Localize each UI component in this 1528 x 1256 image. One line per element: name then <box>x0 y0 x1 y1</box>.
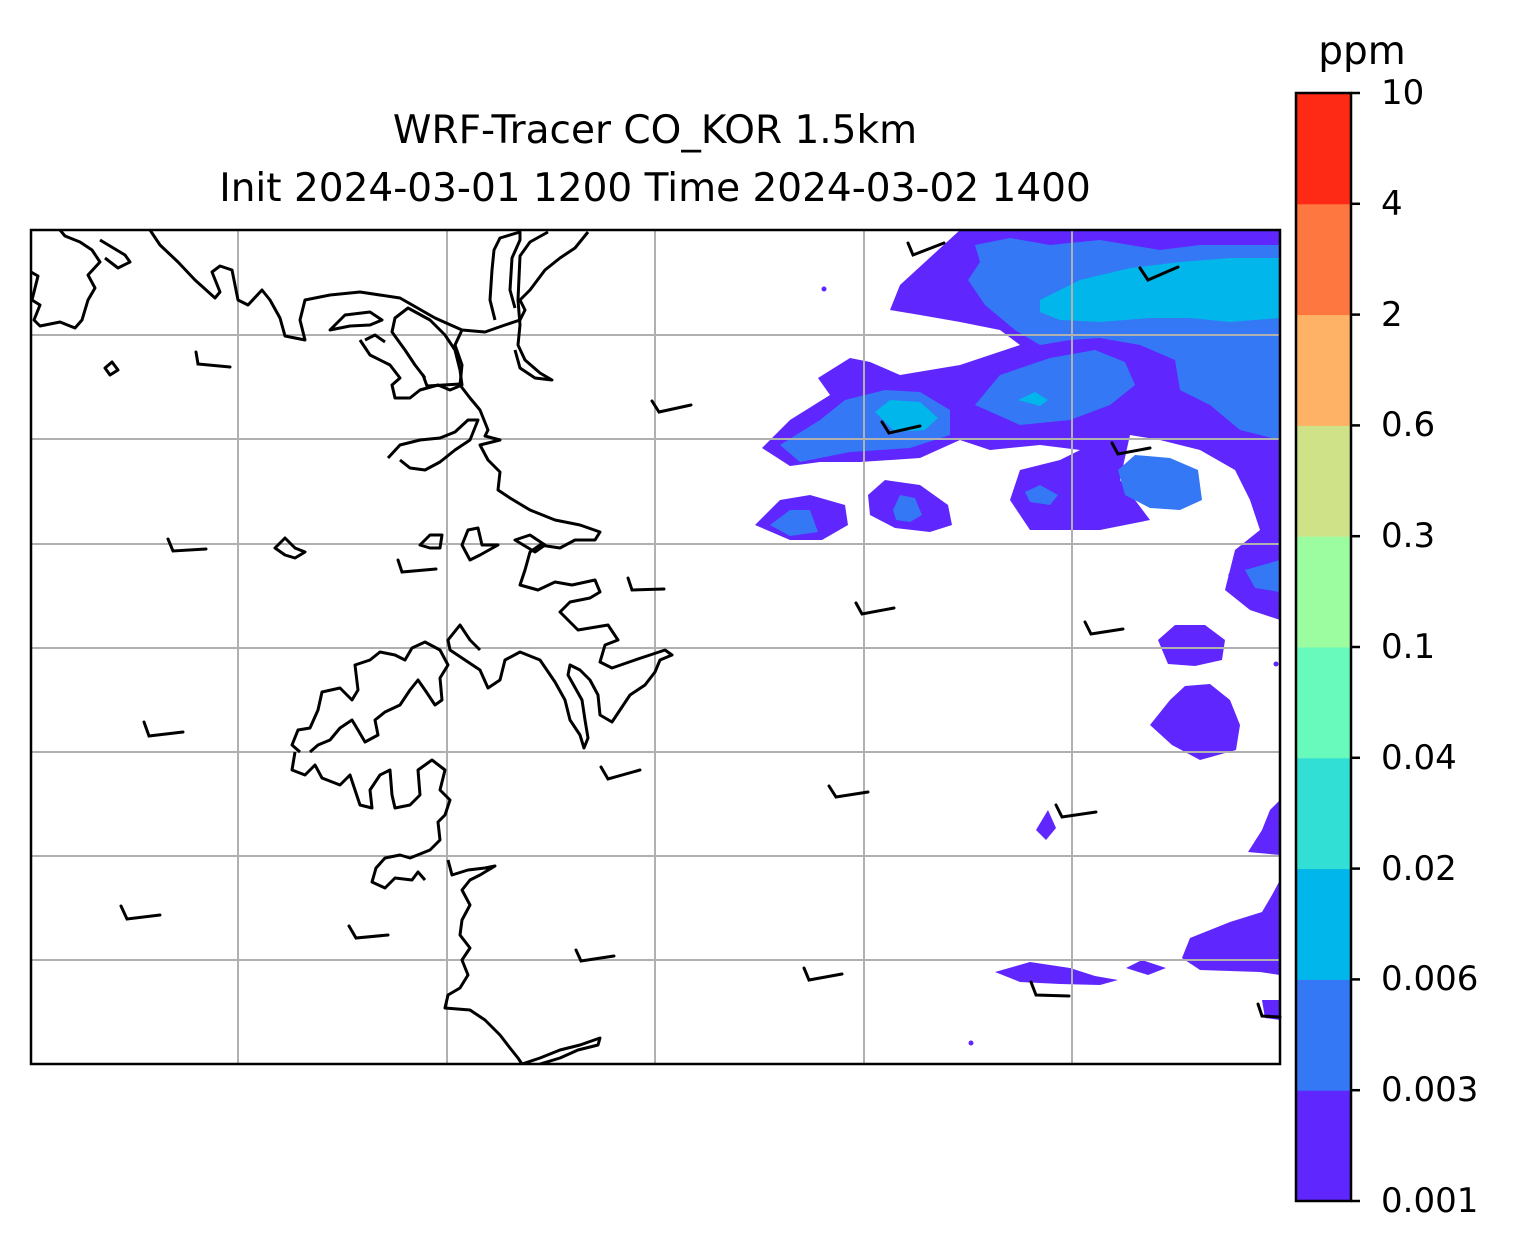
co-contour-0.006-a <box>875 400 938 432</box>
wind-barb <box>194 350 232 369</box>
wind-barb <box>880 420 922 435</box>
wind-barb <box>347 924 390 940</box>
co-contour-0.006-b <box>1018 392 1048 406</box>
map-frame <box>29 228 1282 1066</box>
colorbar-tick-label: 0.006 <box>1381 959 1479 1000</box>
colorbar-band <box>1296 979 1351 1091</box>
coastline-south-peninsula <box>290 640 450 754</box>
colorbar-tick-label: 0.6 <box>1381 405 1436 446</box>
co-contour-0.003-d <box>770 510 818 536</box>
wind-barb <box>1054 803 1098 819</box>
colorbar-unit-label: ppm <box>1318 29 1406 74</box>
wind-barb <box>802 966 844 982</box>
colorbar-band <box>1296 203 1351 316</box>
co-contour-0.003-h <box>1248 370 1280 420</box>
wind-barb <box>1110 441 1152 456</box>
wind-barb <box>854 601 896 616</box>
colorbar-tick-label: 0.001 <box>1381 1181 1479 1221</box>
coastline-south-2 <box>443 859 524 1064</box>
coastline-islet-5 <box>513 533 547 554</box>
wind-barb <box>827 784 870 799</box>
coastline-islet-2 <box>273 536 307 560</box>
co-contour-0.003-a <box>975 350 1135 425</box>
wind-barb <box>166 537 208 553</box>
coastline-island-loop <box>328 310 384 332</box>
wind-barb <box>1138 265 1180 282</box>
colorbar-tick-label: 0.1 <box>1381 627 1436 667</box>
colorbar-band <box>1296 536 1351 648</box>
colorbar-band <box>1296 647 1351 759</box>
co-contour-0.001-d <box>1150 684 1240 760</box>
co-contour-0.001-dot2 <box>968 1040 974 1046</box>
co-contour-0.003-c <box>1118 455 1202 510</box>
wind-barb <box>396 558 438 574</box>
co-contour-0.001-dot1 <box>821 286 827 292</box>
colorbar-ticks <box>1351 91 1360 1203</box>
co-contour-0.001-c <box>1158 625 1225 666</box>
colorbar-tick-label: 0.003 <box>1381 1070 1479 1111</box>
wind-barb <box>599 765 642 781</box>
co-contour-0.001-i <box>1036 810 1056 840</box>
coastline-islet-1 <box>103 360 120 377</box>
colorbar-tick-label: 0.04 <box>1381 737 1457 778</box>
co-contour-0.003-g <box>1245 560 1280 592</box>
wind-barb <box>142 720 185 738</box>
coastline-islet-3 <box>418 533 444 550</box>
co-contour-0.001-g <box>995 962 1118 985</box>
co-contour-0.001-h <box>1126 960 1166 975</box>
wind-barbs <box>119 241 1282 1019</box>
coastlines <box>31 230 674 1064</box>
coastline-west <box>446 329 674 750</box>
colorbar-band <box>1296 425 1351 537</box>
coastline-river-right <box>513 230 554 382</box>
coastline-main <box>148 230 590 342</box>
colorbar-band <box>1296 1090 1351 1202</box>
coastline-south-3 <box>521 1036 602 1064</box>
wind-barb <box>119 904 162 921</box>
colorbar-tick-label: 2 <box>1381 294 1403 335</box>
coastline-inner <box>358 306 464 400</box>
wind-barb <box>626 576 666 592</box>
colorbar-tick-label: 0.3 <box>1381 516 1436 557</box>
coastline-south-1 <box>290 751 452 890</box>
colorbar-band <box>1296 93 1351 205</box>
wind-barb <box>574 948 616 963</box>
coastline-river-left <box>488 230 522 321</box>
wind-barb <box>906 241 946 257</box>
wind-barb <box>1029 980 1071 998</box>
co-contour-0.006 <box>1040 258 1280 322</box>
co-contour-0.001-dot3 <box>1273 661 1279 667</box>
co-contour-0.003-f <box>1025 485 1058 505</box>
gridlines <box>31 230 1280 1064</box>
colorbar-tick-label: 4 <box>1381 183 1403 224</box>
chart-title-line1: WRF-Tracer CO_KOR 1.5km <box>392 108 918 153</box>
wind-barb <box>1083 620 1125 636</box>
coastline-north <box>31 230 102 330</box>
wind-barb <box>650 399 693 414</box>
colorbar-band <box>1296 757 1351 870</box>
coastline-inner-2 <box>364 333 386 344</box>
colorbar-band <box>1296 868 1351 980</box>
co-contour-0.001-e <box>1248 800 1280 855</box>
wind-barb <box>1256 1002 1282 1019</box>
contour-layer <box>755 230 1280 1046</box>
chart-title-line2: Init 2024-03-01 1200 Time 2024-03-02 140… <box>219 166 1091 211</box>
wind-barb <box>421 373 462 388</box>
coastline-islet-4 <box>460 526 500 562</box>
colorbar-band <box>1296 314 1351 426</box>
coastline-north-2 <box>99 238 132 270</box>
colorbar-tick-label: 10 <box>1381 73 1425 113</box>
colorbar <box>1296 93 1351 1202</box>
co-contour-0.001-f <box>1182 880 1280 975</box>
colorbar-tick-label: 0.02 <box>1381 848 1457 889</box>
co-contour-0.003-e <box>893 495 922 522</box>
coastline-bay <box>386 418 480 472</box>
